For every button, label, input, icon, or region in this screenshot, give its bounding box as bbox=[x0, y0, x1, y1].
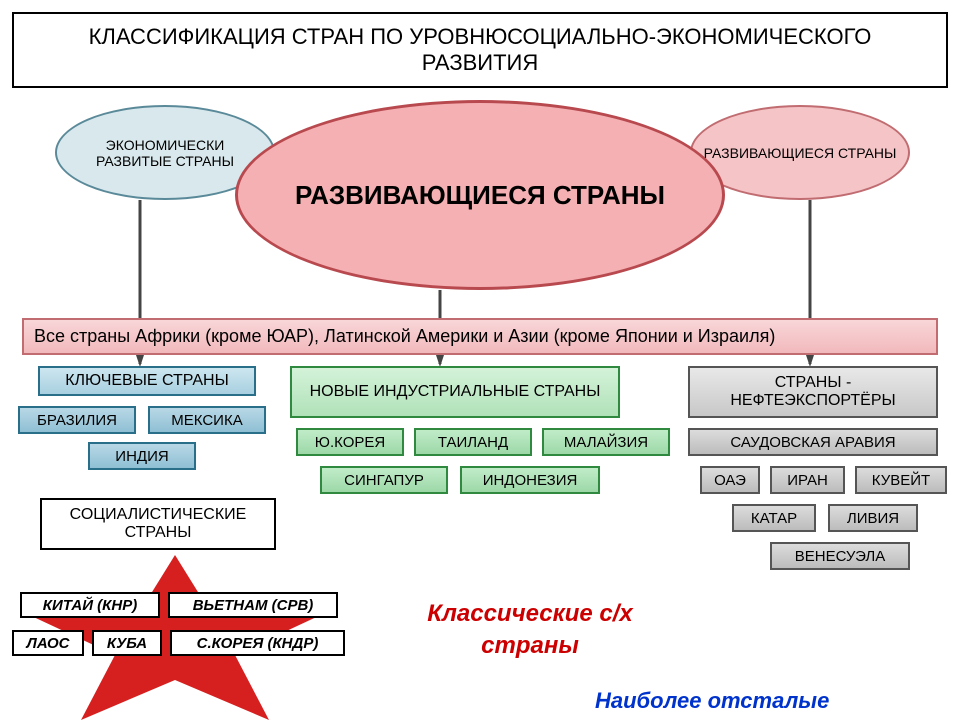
country-brazil: БРАЗИЛИЯ bbox=[18, 406, 136, 434]
country-vietnam: ВЬЕТНАМ (СРВ) bbox=[168, 592, 338, 618]
country-venezuela: ВЕНЕСУЭЛА bbox=[770, 542, 910, 570]
country-india: ИНДИЯ bbox=[88, 442, 196, 470]
country-indonesia: ИНДОНЕЗИЯ bbox=[460, 466, 600, 494]
country-malaysia: МАЛАЙЗИЯ bbox=[542, 428, 670, 456]
country-laos: ЛАОС bbox=[12, 630, 84, 656]
country-mexico: МЕКСИКА bbox=[148, 406, 266, 434]
country-iran: ИРАН bbox=[770, 466, 845, 494]
country-nkorea: С.КОРЕЯ (КНДР) bbox=[170, 630, 345, 656]
country-saudi: САУДОВСКАЯ АРАВИЯ bbox=[688, 428, 938, 456]
ellipse-developing-main: РАЗВИВАЮЩИЕСЯ СТРАНЫ bbox=[235, 100, 725, 290]
caption-agricultural-1: Классические с/х bbox=[390, 600, 670, 628]
country-thailand: ТАИЛАНД bbox=[414, 428, 532, 456]
page-title: КЛАССИФИКАЦИЯ СТРАН ПО УРОВНЮСОЦИАЛЬНО-Э… bbox=[12, 12, 948, 88]
category-oil: СТРАНЫ - НЕФТЕЭКСПОРТЁРЫ bbox=[688, 366, 938, 418]
country-uae: ОАЭ bbox=[700, 466, 760, 494]
country-qatar: КАТАР bbox=[732, 504, 816, 532]
country-libya: ЛИВИЯ bbox=[828, 504, 918, 532]
country-singapore: СИНГАПУР bbox=[320, 466, 448, 494]
country-china: КИТАЙ (КНР) bbox=[20, 592, 160, 618]
category-socialist: СОЦИАЛИСТИЧЕСКИЕ СТРАНЫ bbox=[40, 498, 276, 550]
country-cuba: КУБА bbox=[92, 630, 162, 656]
summary-bar: Все страны Африки (кроме ЮАР), Латинской… bbox=[22, 318, 938, 355]
category-industrial: НОВЫЕ ИНДУСТРИАЛЬНЫЕ СТРАНЫ bbox=[290, 366, 620, 418]
caption-agricultural-2: страны bbox=[390, 632, 670, 660]
category-key: КЛЮЧЕВЫЕ СТРАНЫ bbox=[38, 366, 256, 396]
country-skorea: Ю.КОРЕЯ bbox=[296, 428, 404, 456]
caption-underdeveloped: Наиболее отсталые bbox=[595, 688, 829, 714]
country-kuwait: КУВЕЙТ bbox=[855, 466, 947, 494]
